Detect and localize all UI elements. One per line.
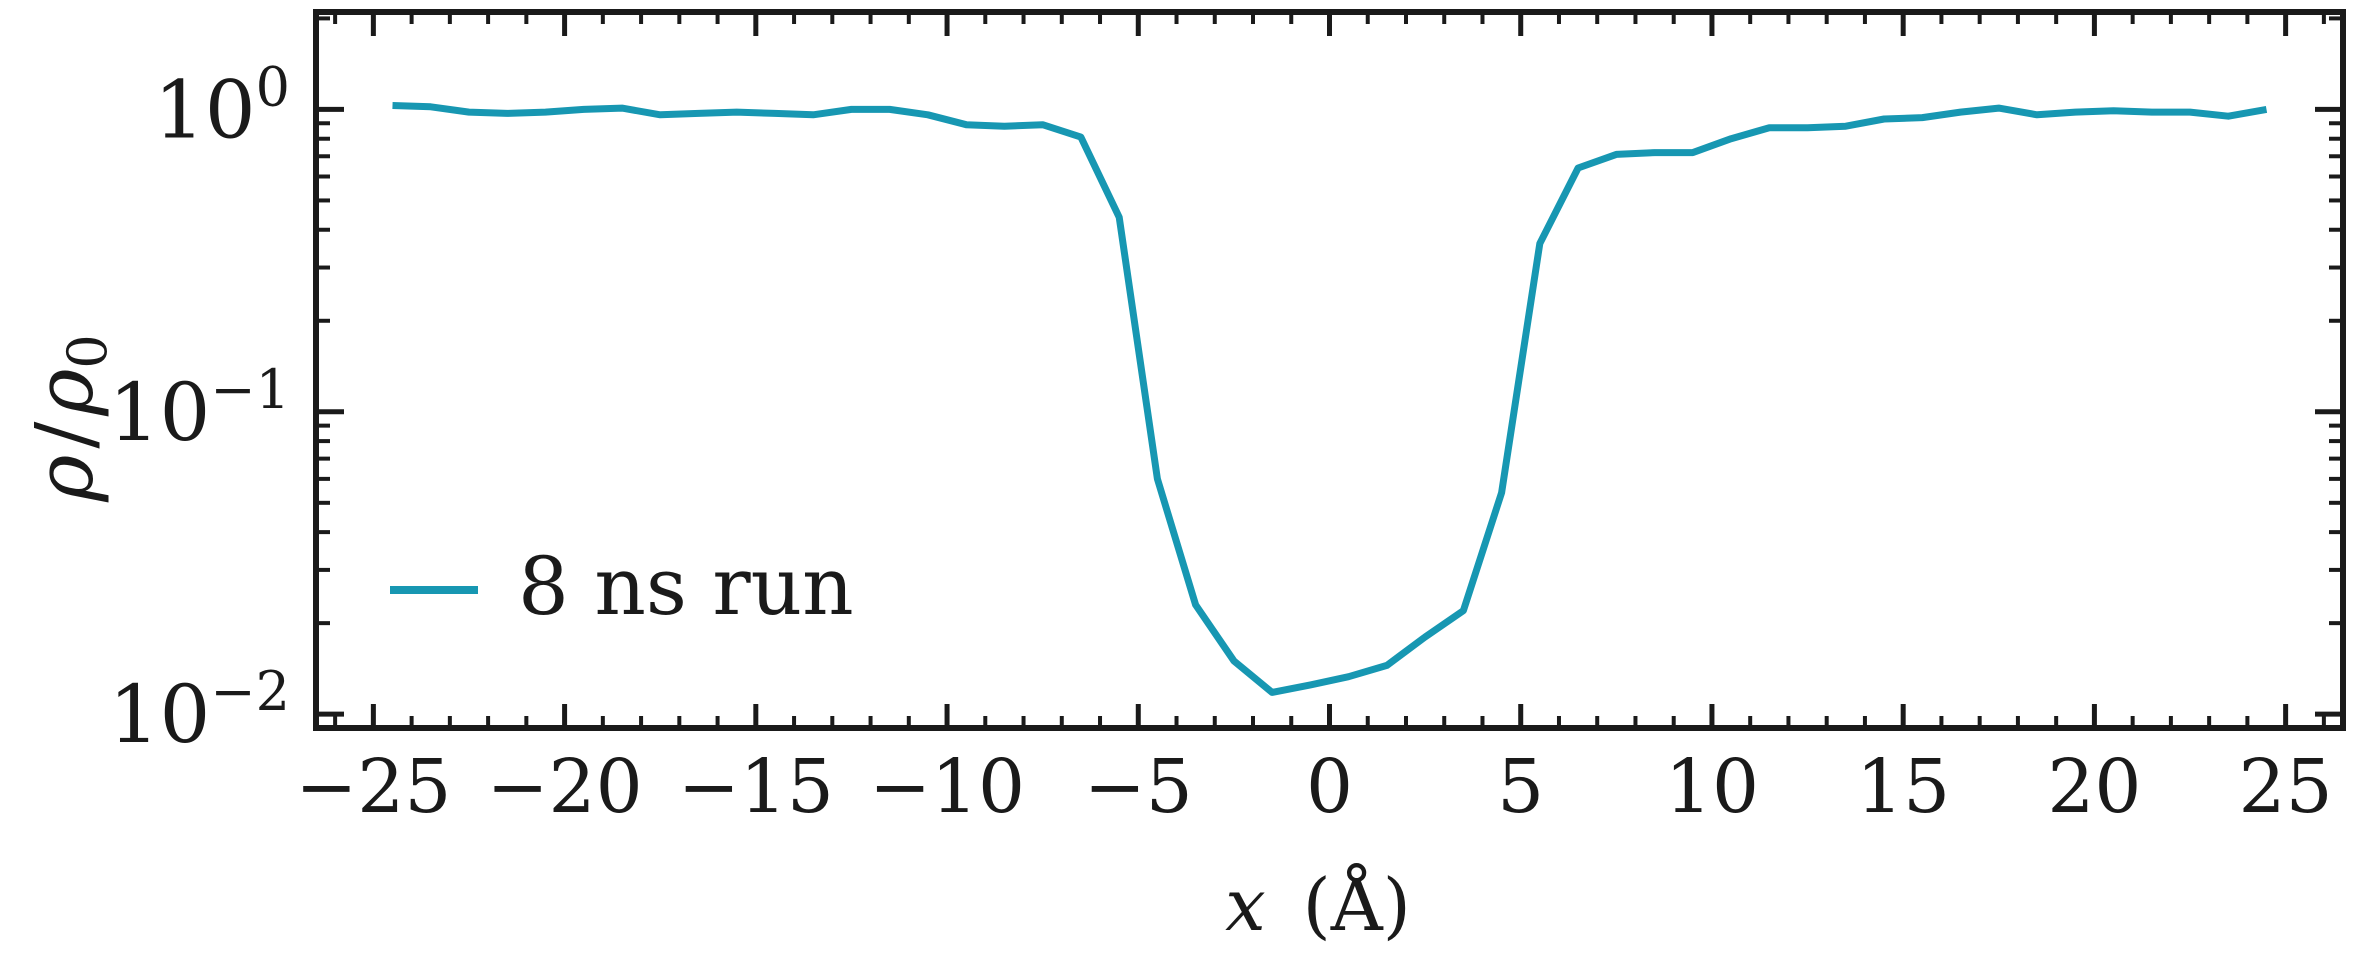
legend-label: 8 ns run — [518, 540, 854, 633]
x-tick-label: −5 — [1084, 744, 1193, 830]
y-axis-den-sub: 0 — [56, 334, 119, 368]
x-tick-label: 5 — [1497, 744, 1544, 830]
x-axis-label: x (Å) — [1225, 862, 1411, 947]
y-tick-base: 10 — [109, 668, 211, 761]
y-tick-exponent: 0 — [256, 55, 290, 118]
x-tick-label: −25 — [295, 744, 451, 830]
y-axis-den: ρ — [18, 369, 111, 417]
y-tick-exponent: −2 — [210, 660, 290, 723]
x-tick-label: 0 — [1306, 744, 1353, 830]
y-axis-num: ρ — [18, 455, 111, 503]
y-tick-exponent: −1 — [210, 358, 290, 421]
x-tick-label: 10 — [1665, 744, 1759, 830]
x-tick-label: −10 — [869, 744, 1025, 830]
x-tick-label: 15 — [1856, 744, 1950, 830]
x-tick-label: −15 — [678, 744, 834, 830]
series-line-8ns-run — [392, 102, 2268, 696]
y-tick-label: 10−2 — [109, 660, 290, 761]
plot-frame — [313, 9, 2346, 731]
x-tick-label: 20 — [2047, 744, 2141, 830]
x-axis-unit: (Å) — [1303, 862, 1411, 947]
y-tick-base: 10 — [154, 63, 256, 156]
series-layer — [392, 102, 2268, 696]
legend: 8 ns run — [390, 540, 854, 633]
x-axis-var: x — [1225, 863, 1266, 947]
x-tick-label: 25 — [2239, 744, 2333, 830]
x-tick-labels: −25 −20 −15 −10 −5 0 5 10 15 20 25 — [295, 744, 2332, 830]
y-axis-label: ρ/ρ0 — [18, 334, 119, 502]
y-tick-label: 100 — [154, 55, 290, 156]
x-tick-label: −20 — [487, 744, 643, 830]
y-tick-label: 10−1 — [109, 358, 290, 459]
y-axis-slash: / — [18, 422, 111, 449]
y-tick-base: 10 — [109, 366, 211, 459]
